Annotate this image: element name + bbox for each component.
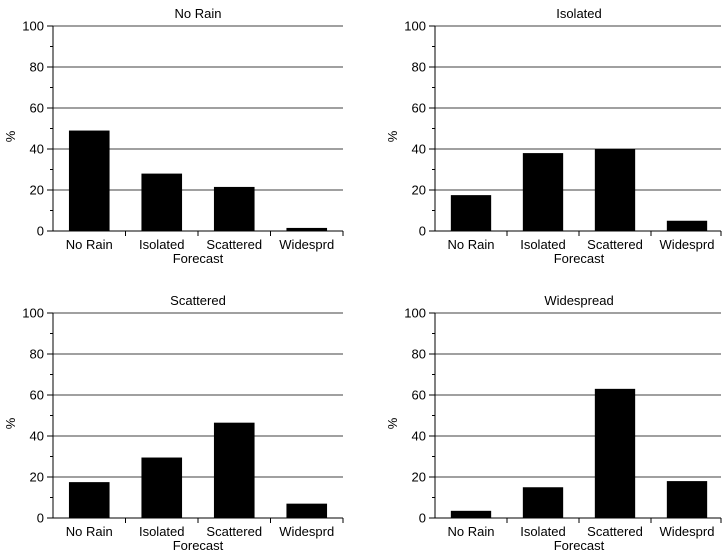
x-tick-label: Scattered xyxy=(206,524,262,539)
bar-no-rain xyxy=(68,482,110,518)
bar-isolated xyxy=(141,457,183,518)
bar-widesprd xyxy=(666,481,708,518)
y-tick-label: 40 xyxy=(412,429,426,444)
x-tick-label: No Rain xyxy=(66,237,113,252)
y-tick-label: 60 xyxy=(412,388,426,403)
bar-scattered xyxy=(594,388,636,518)
y-tick-label: 20 xyxy=(412,183,426,198)
y-tick-label: 0 xyxy=(37,511,44,526)
bar-widesprd xyxy=(666,220,708,231)
x-tick-label: No Rain xyxy=(448,237,495,252)
x-tick-label: Widesprd xyxy=(660,524,715,539)
y-tick-label: 20 xyxy=(30,183,44,198)
chart-panel-4: 0 20 40 60 80 100 No Rain Isolated Scattered Wide… xyxy=(385,293,722,553)
y-axis-label: % xyxy=(3,130,18,142)
y-tick-label: 40 xyxy=(30,429,44,444)
y-tick-label: 80 xyxy=(30,347,44,362)
chart-panel-1: 0 20 40 60 80 100 No Rain Isolated Scattered Wide… xyxy=(3,6,344,266)
bar-widesprd xyxy=(286,503,328,518)
x-tick-label: Scattered xyxy=(206,237,262,252)
y-tick-label: 100 xyxy=(404,306,426,321)
y-tick-label: 60 xyxy=(412,101,426,116)
x-tick-label: Isolated xyxy=(139,237,185,252)
y-tick-label: 20 xyxy=(30,470,44,485)
bar-isolated xyxy=(522,153,564,231)
bar-no-rain xyxy=(450,195,492,231)
bar-isolated xyxy=(141,173,183,231)
x-axis-label: Forecast xyxy=(173,538,224,553)
y-tick-label: 40 xyxy=(30,142,44,157)
bar-scattered xyxy=(213,186,255,231)
y-axis-label: % xyxy=(385,417,400,429)
x-tick-label: Scattered xyxy=(587,524,643,539)
bar-no-rain xyxy=(68,130,110,231)
y-tick-label: 0 xyxy=(37,224,44,239)
chart-panel-2: 0 20 40 60 80 100 No Rain Isolated Scattered Wide… xyxy=(385,6,722,266)
bar-scattered xyxy=(213,422,255,518)
x-tick-label: Widesprd xyxy=(279,524,334,539)
x-axis-label: Forecast xyxy=(554,251,605,266)
y-tick-label: 100 xyxy=(22,19,44,34)
x-tick-label: Widesprd xyxy=(279,237,334,252)
y-tick-label: 80 xyxy=(30,60,44,75)
y-axis-label: % xyxy=(3,417,18,429)
chart-title: Isolated xyxy=(556,6,602,21)
y-tick-label: 60 xyxy=(30,388,44,403)
y-tick-label: 20 xyxy=(412,470,426,485)
bar-scattered xyxy=(594,149,636,231)
chart-title: Widespread xyxy=(544,293,613,308)
x-tick-label: Scattered xyxy=(587,237,643,252)
x-tick-label: Widesprd xyxy=(660,237,715,252)
x-axis-label: Forecast xyxy=(554,538,605,553)
x-tick-label: No Rain xyxy=(66,524,113,539)
bar-isolated xyxy=(522,487,564,518)
chart-title: No Rain xyxy=(175,6,222,21)
y-tick-label: 0 xyxy=(419,511,426,526)
y-tick-label: 100 xyxy=(404,19,426,34)
x-tick-label: Isolated xyxy=(520,524,566,539)
bar-widesprd xyxy=(286,227,328,231)
y-tick-label: 80 xyxy=(412,60,426,75)
x-tick-label: Isolated xyxy=(520,237,566,252)
chart-title: Scattered xyxy=(170,293,226,308)
chart-panel-3: 0 20 40 60 80 100 No Rain Isolated Scattered Wide… xyxy=(3,293,344,553)
x-tick-label: No Rain xyxy=(448,524,495,539)
y-tick-label: 40 xyxy=(412,142,426,157)
y-tick-label: 80 xyxy=(412,347,426,362)
x-axis-label: Forecast xyxy=(173,251,224,266)
y-tick-label: 0 xyxy=(419,224,426,239)
y-tick-label: 60 xyxy=(30,101,44,116)
y-axis-label: % xyxy=(385,130,400,142)
bar-no-rain xyxy=(450,510,492,518)
x-tick-label: Isolated xyxy=(139,524,185,539)
y-tick-label: 100 xyxy=(22,306,44,321)
